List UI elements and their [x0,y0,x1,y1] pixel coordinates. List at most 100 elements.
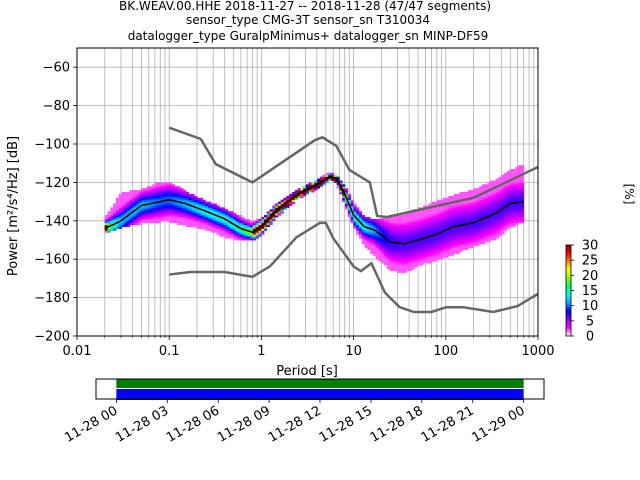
pdf-cell [372,222,377,226]
pdf-cell [465,220,469,224]
pdf-cell [185,216,189,220]
pdf-cell [487,232,491,235]
pdf-cell [155,193,159,197]
pdf-cell [386,224,391,227]
pdf-cell [498,186,502,189]
pdf-cell [342,195,346,199]
pdf-cell [219,209,223,212]
pdf-cell [456,203,460,206]
pdf-cell [157,184,162,187]
pdf-cell [481,188,486,191]
pdf-cell [224,215,229,218]
x-tick-label: 0.01 [63,344,92,359]
pdf-cell [384,226,388,229]
pdf-cell [135,201,139,204]
pdf-cell [174,205,178,208]
pdf-cell [495,222,499,226]
pdf-cell [420,230,424,233]
pdf-cell [233,232,237,235]
pdf-cell [520,165,525,168]
pdf-cell [520,197,525,201]
pdf-cell [138,211,142,214]
pdf-cell [476,240,480,243]
x-tick-label: 1 [257,344,265,359]
pdf-cell [241,218,245,222]
pdf-cell [476,220,480,224]
pdf-cell [512,207,516,210]
pdf-cell [425,253,430,256]
pdf-cell [512,215,516,218]
pdf-cell [199,216,203,220]
pdf-cell [146,195,150,199]
pdf-cell [319,178,324,181]
pdf-cell [344,205,349,208]
pdf-cell [512,203,516,206]
pdf-cell [495,232,499,235]
pdf-cell [400,226,405,229]
pdf-cell [305,184,310,187]
pdf-cell [121,199,125,202]
pdf-cell [152,192,156,195]
pdf-cell [375,232,379,235]
pdf-cell [138,201,142,204]
pdf-cell [417,249,421,252]
pdf-cell [451,241,455,245]
pdf-cell [328,176,332,179]
pdf-cell [107,216,111,220]
pdf-cell [509,199,513,202]
pdf-cell [515,205,519,208]
pdf-cell [504,178,508,181]
pdf-cell [263,216,268,220]
pdf-cell [386,232,391,235]
pdf-cell [171,220,175,224]
pdf-cell [325,172,329,176]
pdf-cell [344,190,349,193]
pdf-cell [185,195,189,199]
pdf-cell [367,236,371,239]
pdf-cell [442,232,446,235]
pdf-cell [456,241,460,245]
pdf-cell [213,226,217,229]
pdf-cell [141,193,145,197]
pdf-cell [520,168,525,172]
pdf-cell [406,245,410,249]
median-curve [104,175,524,245]
pdf-cell [400,249,405,252]
pdf-cell [414,245,418,249]
pdf-cell [501,232,505,235]
pdf-cell [453,193,458,197]
pdf-cell [411,245,416,249]
pdf-cell [476,209,480,212]
pdf-cell [398,230,402,233]
pdf-cell [431,255,435,258]
pdf-cell [266,215,270,218]
pdf-cell [473,228,477,231]
pdf-cell [182,205,187,208]
pdf-cell [462,240,466,243]
pdf-cell [146,197,150,201]
pdf-cell [487,211,491,214]
pdf-cell [473,222,477,226]
pdf-cell [129,195,134,199]
pdf-cell [425,257,430,260]
pdf-cell [196,215,201,218]
pdf-cell [411,253,416,256]
pdf-cell [356,209,360,212]
pdf-cell [445,251,449,254]
pdf-cell [487,203,491,206]
pdf-cell [291,201,296,204]
pdf-cell [451,215,455,218]
pdf-cell [409,264,413,268]
pdf-cell [420,211,424,214]
pdf-cell [216,205,220,208]
pdf-cell [138,193,142,197]
pdf-cell [395,249,399,252]
pdf-cell [141,213,145,216]
pdf-cell [356,228,360,231]
pdf-cell [479,203,483,206]
pdf-cell [428,236,432,239]
pdf-cell [107,211,111,214]
pdf-cell [236,228,240,231]
pdf-cell [417,228,421,231]
pdf-cell [247,238,251,241]
